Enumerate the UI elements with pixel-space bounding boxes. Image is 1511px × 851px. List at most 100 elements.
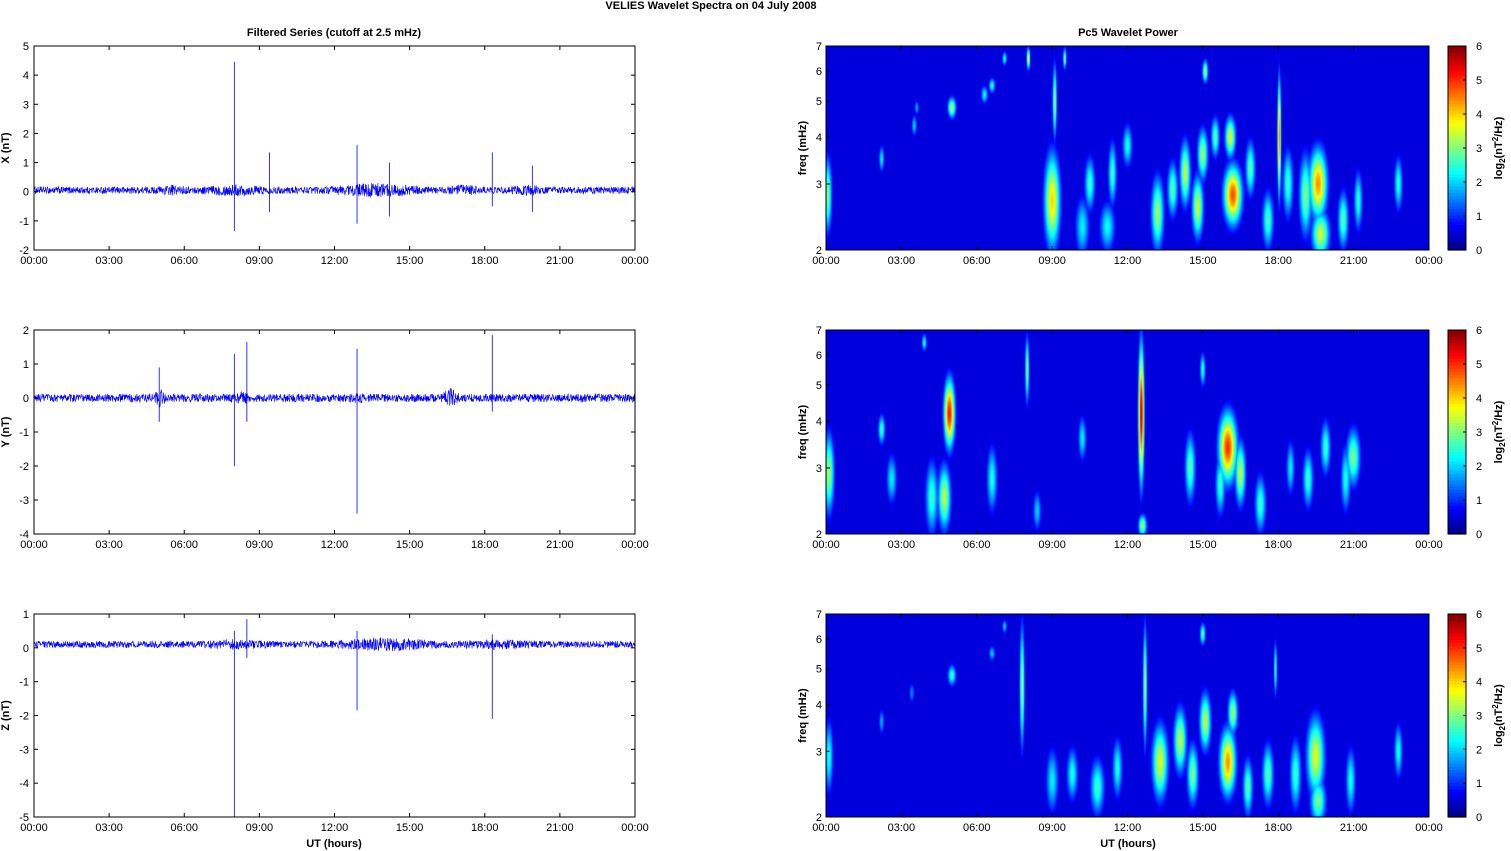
timeseries-xtick-label: 12:00 bbox=[321, 255, 349, 267]
ytick-label: 2 bbox=[23, 128, 29, 140]
colorbar-band bbox=[1448, 721, 1466, 726]
colorbar-band bbox=[1448, 671, 1466, 675]
colorbar-band bbox=[1448, 355, 1466, 360]
wavelet-xtick-label: 03:00 bbox=[888, 255, 916, 267]
colorbar-band bbox=[1448, 667, 1466, 672]
colorbar-band bbox=[1448, 179, 1466, 184]
colorbar-tick-label: 0 bbox=[1476, 529, 1482, 541]
ytick-label: 7 bbox=[816, 609, 822, 621]
colorbar-band bbox=[1448, 393, 1466, 398]
colorbar-band bbox=[1448, 135, 1466, 140]
ylabel: Z (nT) bbox=[0, 700, 12, 731]
colorbar-band bbox=[1448, 148, 1466, 152]
wavelet-xtick-label: 06:00 bbox=[963, 822, 991, 834]
colorbar-band bbox=[1448, 170, 1466, 175]
colorbar-band bbox=[1448, 371, 1466, 376]
colorbar-band bbox=[1448, 157, 1466, 162]
wavelet-xtick-label: 06:00 bbox=[963, 255, 991, 267]
colorbar-band bbox=[1448, 87, 1466, 92]
colorbar-band bbox=[1448, 199, 1466, 203]
colorbar-band bbox=[1448, 81, 1466, 85]
colorbar-tick-label: 3 bbox=[1476, 427, 1482, 439]
timeseries-xtick-label: 00:00 bbox=[621, 822, 649, 834]
colorbar-band bbox=[1448, 511, 1466, 516]
wavelet-xtick-label: 15:00 bbox=[1189, 822, 1217, 834]
ytick-label: 3 bbox=[816, 179, 822, 191]
ytick-label: 0 bbox=[23, 187, 29, 199]
colorbar-band bbox=[1448, 352, 1466, 357]
colorbar-band bbox=[1448, 479, 1466, 484]
wavelet-xtick-label: 00:00 bbox=[1415, 822, 1443, 834]
colorbar-band bbox=[1448, 349, 1466, 353]
colorbar-band bbox=[1448, 476, 1466, 481]
colorbar-band bbox=[1448, 495, 1466, 500]
colorbar-band bbox=[1448, 486, 1466, 490]
colorbar-tick-label: 0 bbox=[1476, 812, 1482, 824]
timeseries-xtick-label: 06:00 bbox=[170, 539, 198, 551]
wavelet-xtick-label: 06:00 bbox=[963, 539, 991, 551]
ytick-label: 2 bbox=[816, 812, 822, 824]
colorbar-label: log2(nT2/Hz) bbox=[1491, 116, 1507, 179]
ytick-label: -1 bbox=[19, 427, 29, 439]
colorbar-band bbox=[1448, 728, 1466, 732]
timeseries-xtick-label: 03:00 bbox=[95, 539, 123, 551]
colorbar-band bbox=[1448, 778, 1466, 783]
colorbar-band bbox=[1448, 205, 1466, 210]
colorbar-band bbox=[1448, 693, 1466, 698]
colorbar-band bbox=[1448, 240, 1466, 245]
colorbar-band bbox=[1448, 801, 1466, 805]
colorbar-band bbox=[1448, 119, 1466, 124]
colorbar-band bbox=[1448, 336, 1466, 341]
colorbar-band bbox=[1448, 709, 1466, 713]
colorbar-band bbox=[1448, 813, 1466, 818]
left-column-title: Filtered Series (cutoff at 2.5 mHz) bbox=[247, 27, 422, 39]
colorbar-band bbox=[1448, 483, 1466, 487]
wavelet-xtick-label: 09:00 bbox=[1038, 539, 1066, 551]
colorbar-band bbox=[1448, 744, 1466, 748]
colorbar-tick-label: 5 bbox=[1476, 359, 1482, 371]
timeseries-panel-x: -2 -1 0 1 2 3 4 5 00:00 03:00 06:00 09:00 12:00 15:00… bbox=[0, 41, 649, 267]
timeseries-xtick-label: 12:00 bbox=[321, 822, 349, 834]
colorbar-band bbox=[1448, 514, 1466, 519]
colorbar: 0 1 2 3 4 5 6 log2(nT2/Hz) bbox=[1447, 609, 1507, 824]
colorbar-band bbox=[1448, 68, 1466, 73]
colorbar-band bbox=[1448, 652, 1466, 656]
colorbar-band bbox=[1448, 705, 1466, 710]
colorbar-band bbox=[1448, 740, 1466, 745]
ytick-label: -2 bbox=[19, 461, 29, 473]
colorbar-band bbox=[1448, 718, 1466, 723]
colorbar-band bbox=[1448, 674, 1466, 679]
ytick-label: 7 bbox=[816, 325, 822, 337]
ytick-label: 1 bbox=[23, 359, 29, 371]
colorbar-band bbox=[1448, 234, 1466, 238]
colorbar-band bbox=[1448, 451, 1466, 455]
colorbar-band bbox=[1448, 747, 1466, 751]
ytick-label: 4 bbox=[816, 700, 822, 712]
figure-title: VELIES Wavelet Spectra on 04 July 2008 bbox=[605, 0, 816, 12]
timeseries-xtick-label: 03:00 bbox=[95, 822, 123, 834]
colorbar-band bbox=[1448, 387, 1466, 392]
right-xlabel: UT (hours) bbox=[1100, 838, 1156, 850]
colorbar-tick-label: 2 bbox=[1476, 744, 1482, 756]
colorbar-band bbox=[1448, 769, 1466, 774]
colorbar-band bbox=[1448, 116, 1466, 120]
colorbar-band bbox=[1448, 396, 1466, 401]
colorbar-band bbox=[1448, 788, 1466, 793]
colorbar-tick-label: 5 bbox=[1476, 75, 1482, 87]
colorbar-band bbox=[1448, 629, 1466, 634]
colorbar-band bbox=[1448, 441, 1466, 446]
wavelet-xtick-label: 03:00 bbox=[888, 539, 916, 551]
colorbar-band bbox=[1448, 715, 1466, 720]
timeseries-xtick-label: 18:00 bbox=[471, 255, 499, 267]
wavelet-xtick-label: 15:00 bbox=[1189, 255, 1217, 267]
colorbar-band bbox=[1448, 109, 1466, 114]
plot-area bbox=[34, 614, 635, 817]
colorbar-band bbox=[1448, 71, 1466, 76]
colorbar-band bbox=[1448, 527, 1466, 532]
wavelet-xtick-label: 18:00 bbox=[1264, 822, 1292, 834]
colorbar-band bbox=[1448, 183, 1466, 187]
colorbar-band bbox=[1448, 772, 1466, 777]
colorbar-band bbox=[1448, 345, 1466, 350]
signal-trace bbox=[33, 183, 636, 198]
colorbar-band bbox=[1448, 782, 1466, 786]
